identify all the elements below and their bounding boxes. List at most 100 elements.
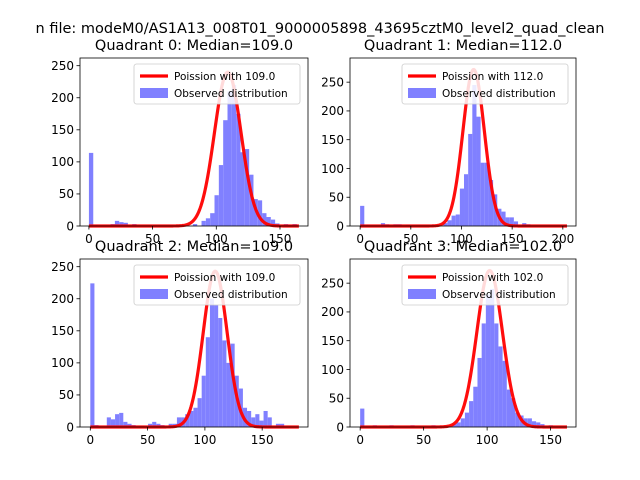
legend-label: Poission with 102.0 [442,272,543,284]
y-tick-label: 50 [329,191,344,205]
histogram-bar [90,283,95,427]
histogram-bar [459,188,465,226]
histogram-bar [266,217,271,226]
y-tick-label: 150 [321,334,344,348]
legend-label: Observed distribution [174,88,288,100]
x-tick-label: 150 [501,232,524,246]
histogram-bar [193,407,198,427]
histogram-bar [510,398,516,427]
y-tick-label: 250 [51,59,74,73]
x-tick-label: 150 [269,232,292,246]
histogram-bar [185,414,190,427]
histogram-bar [209,298,215,427]
histogram-bar [197,398,202,427]
histogram-bar [214,195,219,226]
histogram-bar [255,414,260,427]
subplots: 0 50 100 150 0 50 100 150 200 250 Quadrant 0: Medi… [51,38,577,447]
histogram-bar [231,84,237,227]
histogram-bar [460,418,465,427]
histogram-bar [484,162,489,226]
histogram-bar [455,214,460,226]
y-tick-label: 200 [321,104,344,118]
histogram-bar [236,113,241,226]
axes-frame [79,57,309,227]
subplot-title: Quadrant 1: Median=112.0 [364,38,562,54]
histogram-bar [485,294,491,427]
histogram-bar [280,423,285,427]
histogram-bar [152,421,157,427]
quadrant-3-panel: 0 50 100 150 0 50 100 150 200 250 Quadrant 3: Medi… [321,239,577,447]
histogram-bar [205,337,210,427]
histogram-bar [515,412,520,427]
histogram-bar [123,222,128,226]
histogram-bar [443,223,448,226]
y-tick-label: 0 [66,420,74,434]
histogram-bar [263,410,268,427]
figure-suptitle: n file: modeM0/AS1A13_008T01_9000005898_… [36,21,605,37]
histogram-bars [360,288,553,427]
legend-label: Observed distribution [174,289,288,301]
x-tick-label: 150 [251,433,274,447]
legend-box [401,264,569,306]
histogram-bar [360,205,365,226]
legend-label: Poission with 109.0 [174,272,275,284]
histogram-bar [223,120,228,226]
y-tick-label: 200 [51,91,74,105]
axis-ticks: 0 50 100 150 0 50 100 150 200 250 [51,59,291,246]
histogram-bar [230,343,235,427]
histogram-bar [192,224,198,226]
legend: Poission with 112.0 Observed distribution [401,63,569,105]
x-tick-label: 100 [205,232,228,246]
histogram-bar [509,217,514,226]
legend-label: Observed distribution [442,88,556,100]
histogram-bar [267,417,272,427]
x-tick-label: 0 [85,232,93,246]
histogram-bar [505,217,510,226]
axes-frame [79,258,309,428]
histogram-bar [536,422,541,427]
histogram-bar [123,421,128,427]
histogram-bar [119,222,124,226]
quadrant-2-panel: 0 50 100 150 0 50 100 150 200 250 Quadrant 2: Medi… [51,239,309,447]
legend: Poission with 109.0 Observed distribution [133,264,301,306]
subplot-title: Quadrant 3: Median=102.0 [364,239,562,255]
histogram-bar [247,410,252,427]
histogram-bar [148,423,153,427]
subplot-title: Quadrant 0: Median=109.0 [95,38,293,54]
legend-label: Poission with 112.0 [442,71,543,83]
histogram-bar [472,85,477,226]
y-tick-label: 0 [336,420,344,434]
legend: Poission with 109.0 Observed distribution [133,63,301,105]
histogram-bar [468,133,473,226]
histogram-bar [506,389,511,427]
histogram-bar [275,423,281,427]
y-tick-label: 250 [51,260,74,274]
legend-box [401,63,569,105]
legend-label: Observed distribution [442,289,556,301]
histogram-bar [119,412,124,427]
histogram-bar [88,152,94,226]
x-tick-label: 0 [86,433,94,447]
histogram-bar [476,116,481,226]
histogram-bar [531,421,537,427]
histogram-bar [218,317,223,427]
x-tick-label: 50 [140,433,155,447]
legend-bar-swatch [408,88,436,98]
quadrant-1-panel: 0 50 100 150 200 0 50 100 150 200 250 Quadrant 1: M… [321,38,577,246]
subplot-title: Quadrant 2: Median=109.0 [95,239,293,255]
legend: Poission with 102.0 Observed distribution [401,264,569,306]
axis-ticks: 0 50 100 150 200 0 50 100 150 200 250 [321,75,574,246]
histogram-bar [262,213,267,226]
legend-box [133,264,301,306]
legend-bar-swatch [408,289,436,299]
axes-frame [349,57,577,227]
histogram-bar [464,412,470,427]
y-tick-label: 50 [59,388,74,402]
histogram-bar [115,414,120,427]
histogram-bar [240,152,245,226]
x-tick-label: 50 [145,232,160,246]
histogram-bar [464,174,469,226]
histogram-bar [127,423,132,427]
histogram-bar [480,162,485,226]
x-tick-label: 200 [551,232,574,246]
